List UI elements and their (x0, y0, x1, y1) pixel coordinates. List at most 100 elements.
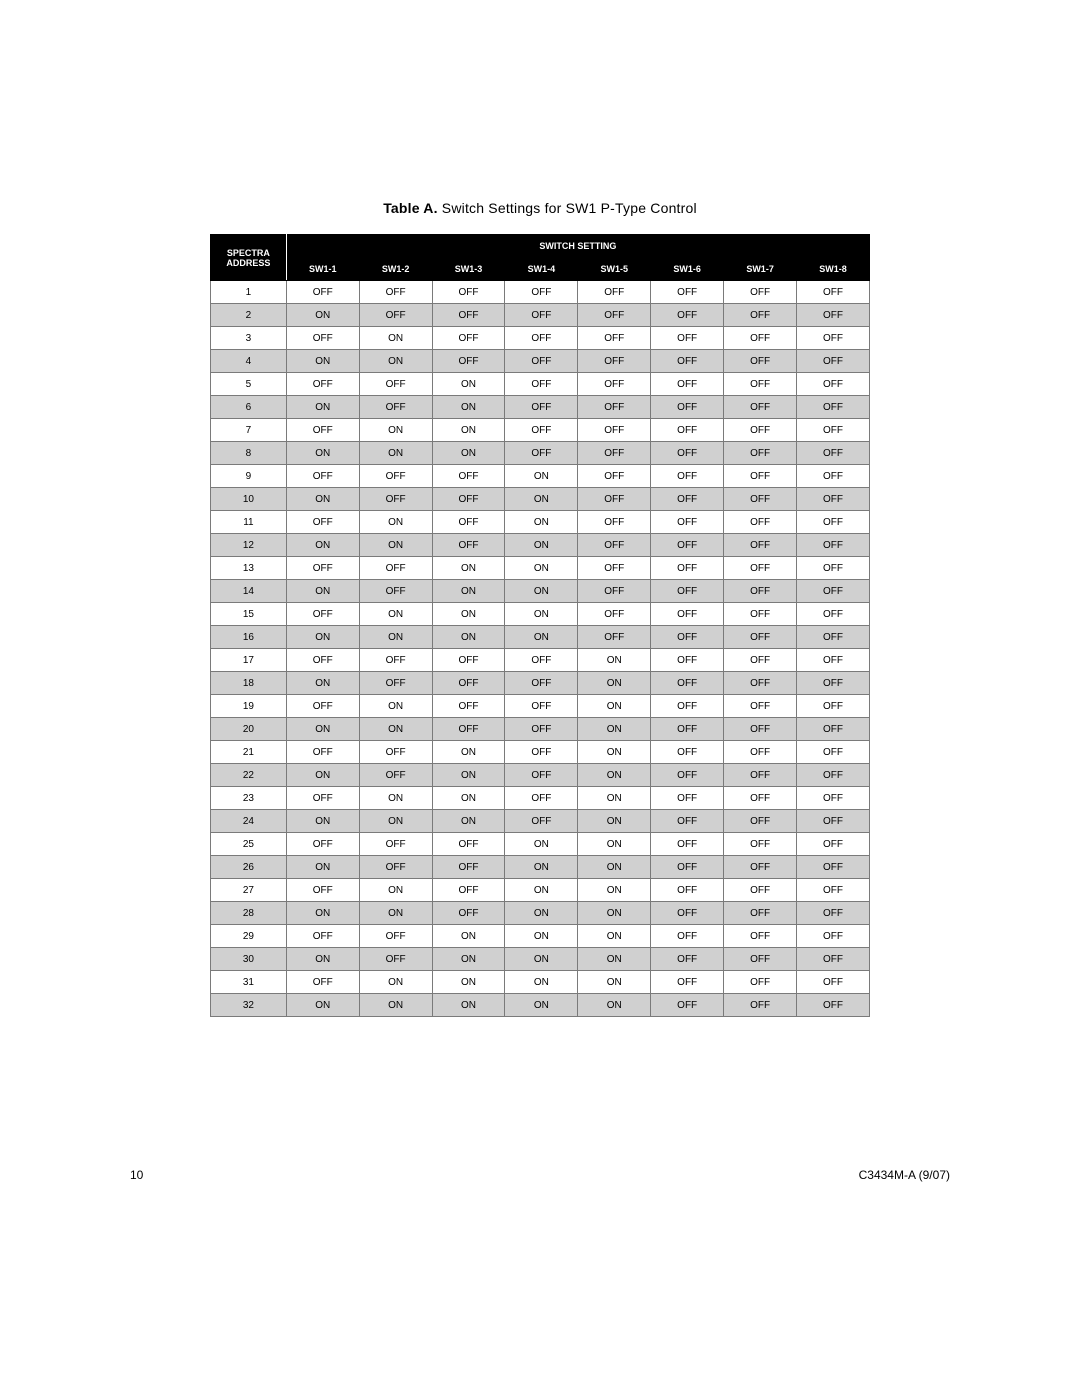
table-row: 2ONOFFOFFOFFOFFOFFOFFOFF (211, 304, 870, 327)
switch-cell: ON (286, 810, 359, 833)
switch-cell: OFF (578, 327, 651, 350)
switch-cell: OFF (359, 833, 432, 856)
switch-cell: ON (578, 856, 651, 879)
switch-cell: ON (578, 833, 651, 856)
switch-cell: OFF (724, 994, 797, 1017)
switch-cell: OFF (797, 718, 870, 741)
switch-cell: OFF (286, 649, 359, 672)
table-row: 1OFFOFFOFFOFFOFFOFFOFFOFF (211, 281, 870, 304)
switch-cell: ON (578, 971, 651, 994)
switch-cell: OFF (651, 833, 724, 856)
switch-cell: ON (505, 465, 578, 488)
table-row: 15OFFONONONOFFOFFOFFOFF (211, 603, 870, 626)
switch-cell: OFF (578, 419, 651, 442)
switch-cell: ON (505, 603, 578, 626)
switch-cell: OFF (286, 879, 359, 902)
switch-cell: OFF (286, 603, 359, 626)
address-cell: 4 (211, 350, 287, 373)
switch-cell: ON (359, 879, 432, 902)
switch-cell: OFF (432, 856, 505, 879)
switch-cell: ON (505, 925, 578, 948)
switch-cell: OFF (359, 764, 432, 787)
switch-cell: ON (432, 764, 505, 787)
switch-cell: OFF (286, 465, 359, 488)
doc-id: C3434M-A (9/07) (859, 1168, 950, 1182)
switch-cell: ON (286, 902, 359, 925)
switch-cell: OFF (578, 373, 651, 396)
switch-cell: OFF (724, 810, 797, 833)
switch-cell: OFF (651, 856, 724, 879)
switch-cell: OFF (797, 396, 870, 419)
switch-cell: ON (432, 741, 505, 764)
switch-cell: OFF (797, 534, 870, 557)
switch-cell: ON (432, 419, 505, 442)
table-row: 13OFFOFFONONOFFOFFOFFOFF (211, 557, 870, 580)
table-row: 10ONOFFOFFONOFFOFFOFFOFF (211, 488, 870, 511)
table-row: 29OFFOFFONONONOFFOFFOFF (211, 925, 870, 948)
switch-cell: ON (432, 626, 505, 649)
switch-cell: OFF (651, 350, 724, 373)
address-cell: 28 (211, 902, 287, 925)
switch-cell: OFF (797, 994, 870, 1017)
switch-cell: OFF (797, 948, 870, 971)
switch-cell: ON (359, 810, 432, 833)
switch-cell: OFF (651, 902, 724, 925)
switch-cell: OFF (578, 281, 651, 304)
address-cell: 6 (211, 396, 287, 419)
switch-cell: OFF (286, 695, 359, 718)
switch-cell: OFF (286, 557, 359, 580)
switch-cell: ON (578, 787, 651, 810)
switch-cell: ON (286, 350, 359, 373)
table-row: 9OFFOFFOFFONOFFOFFOFFOFF (211, 465, 870, 488)
switch-cell: ON (286, 534, 359, 557)
switch-cell: OFF (286, 281, 359, 304)
switch-cell: OFF (359, 304, 432, 327)
table-row: 6ONOFFONOFFOFFOFFOFFOFF (211, 396, 870, 419)
switch-cell: OFF (797, 626, 870, 649)
switch-cell: OFF (432, 350, 505, 373)
switch-cell: OFF (724, 557, 797, 580)
table-header: SPECTRA ADDRESS SWITCH SETTING SW1-1 SW1… (211, 235, 870, 281)
switch-cell: ON (286, 304, 359, 327)
switch-cell: OFF (724, 948, 797, 971)
switch-cell: OFF (432, 902, 505, 925)
switch-cell: OFF (797, 787, 870, 810)
address-cell: 13 (211, 557, 287, 580)
switch-cell: OFF (432, 833, 505, 856)
address-cell: 19 (211, 695, 287, 718)
switch-cell: OFF (724, 833, 797, 856)
switch-cell: OFF (505, 741, 578, 764)
switch-cell: OFF (505, 327, 578, 350)
switch-cell: ON (432, 557, 505, 580)
switch-cell: OFF (359, 373, 432, 396)
switch-cell: ON (578, 741, 651, 764)
switch-cell: OFF (286, 511, 359, 534)
switch-cell: OFF (797, 856, 870, 879)
switch-cell: ON (359, 603, 432, 626)
switch-cell: OFF (651, 603, 724, 626)
switch-cell: OFF (286, 971, 359, 994)
switch-cell: ON (505, 488, 578, 511)
switch-cell: OFF (724, 879, 797, 902)
address-cell: 21 (211, 741, 287, 764)
table-row: 28ONONOFFONONOFFOFFOFF (211, 902, 870, 925)
table-body: 1OFFOFFOFFOFFOFFOFFOFFOFF2ONOFFOFFOFFOFF… (211, 281, 870, 1017)
switch-cell: ON (505, 534, 578, 557)
switch-cell: OFF (797, 373, 870, 396)
switch-cell: OFF (724, 580, 797, 603)
address-cell: 9 (211, 465, 287, 488)
switch-cell: OFF (578, 603, 651, 626)
switch-cell: ON (432, 603, 505, 626)
switch-cell: OFF (578, 465, 651, 488)
switch-cell: OFF (578, 557, 651, 580)
table-row: 27OFFONOFFONONOFFOFFOFF (211, 879, 870, 902)
switch-cell: ON (432, 948, 505, 971)
header-switch-setting: SWITCH SETTING (286, 235, 869, 258)
address-cell: 5 (211, 373, 287, 396)
switch-cell: OFF (286, 833, 359, 856)
switch-cell: OFF (797, 695, 870, 718)
switch-cell: ON (505, 879, 578, 902)
switch-cell: OFF (724, 511, 797, 534)
switch-cell: OFF (724, 741, 797, 764)
switch-cell: OFF (724, 327, 797, 350)
